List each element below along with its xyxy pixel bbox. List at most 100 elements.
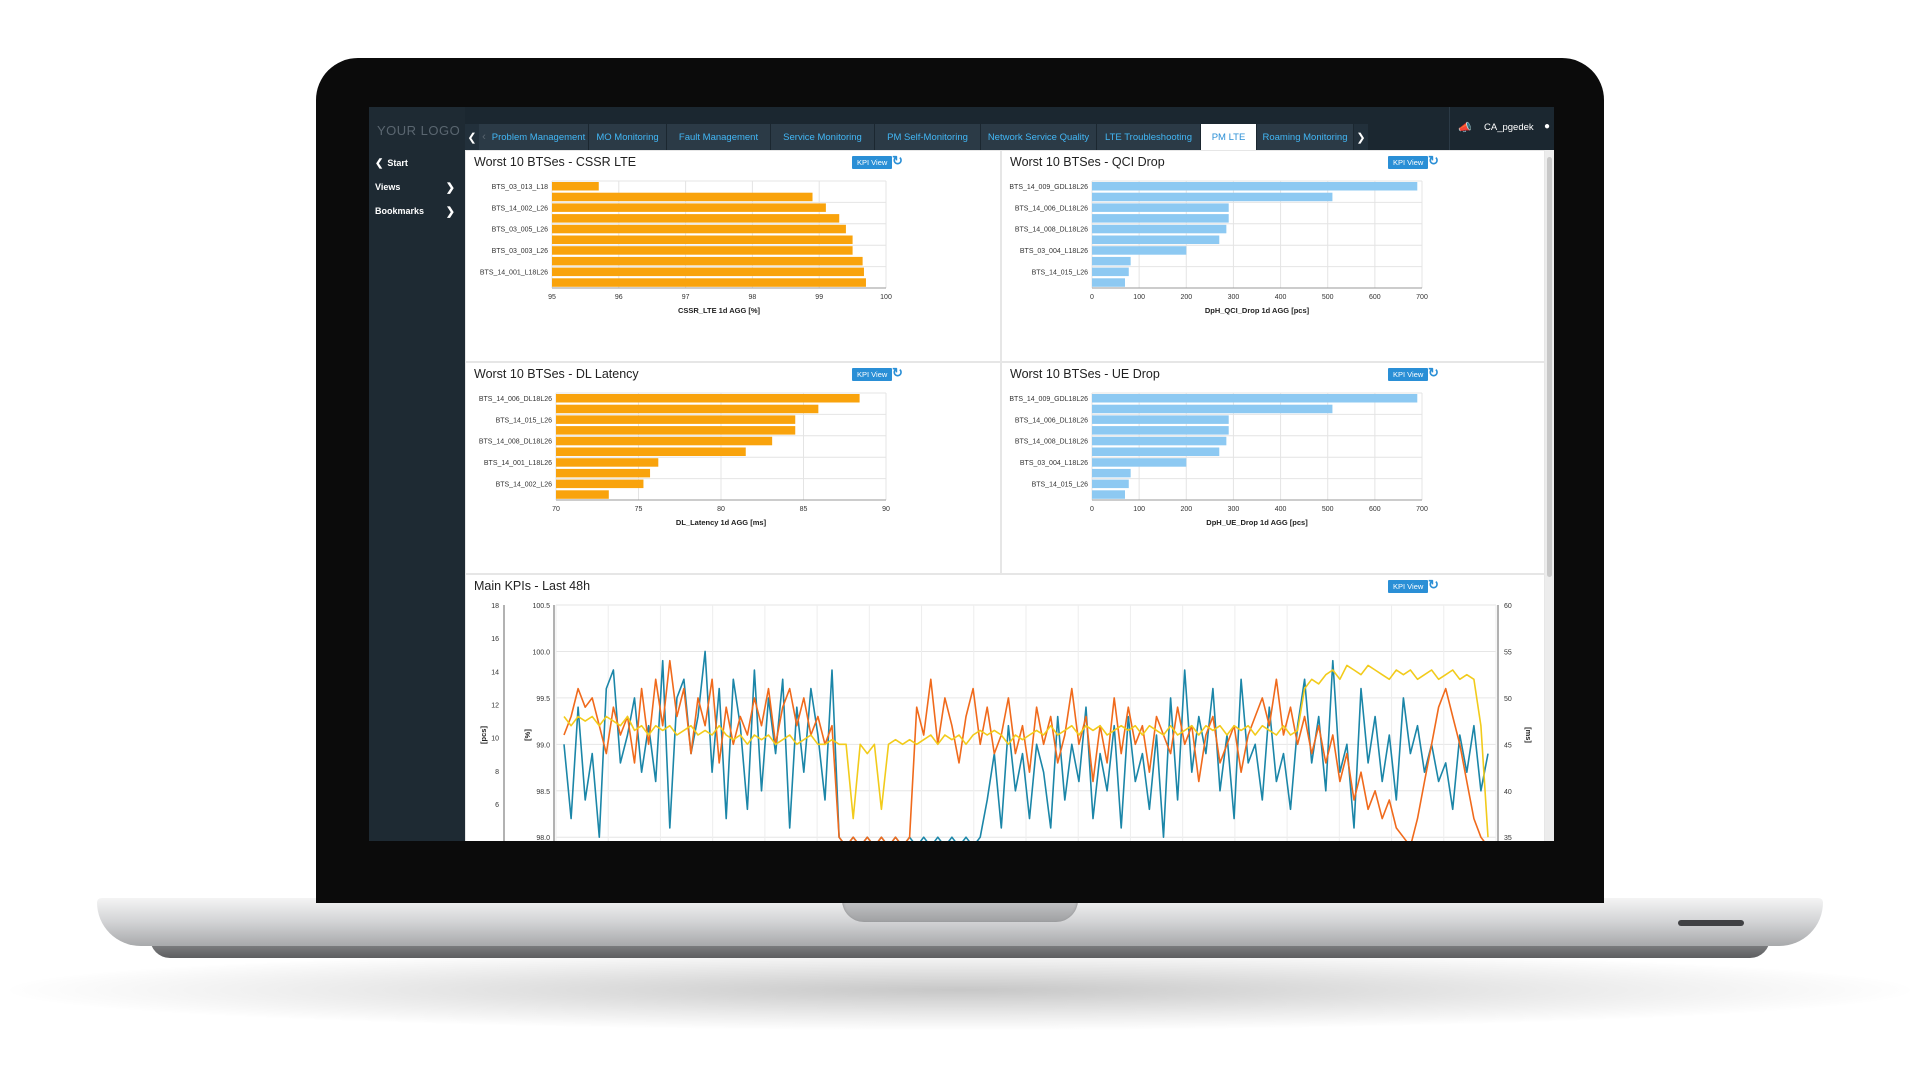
- category-label: BTS_14_008_DL18L26: [479, 439, 552, 446]
- bar: [1092, 404, 1333, 414]
- tick-label: 0: [1090, 294, 1094, 301]
- refresh-icon[interactable]: ↻: [1428, 365, 1439, 380]
- sidebar-item-start[interactable]: ❮ Start: [375, 158, 459, 169]
- category-label: BTS_03_013_L18: [492, 184, 549, 191]
- bar: [1092, 415, 1229, 424]
- bar: [1092, 479, 1129, 489]
- category-label: BTS_14_009_GDL18L26: [1009, 396, 1088, 403]
- main-kpis-line-chart: 6 8 10 12 14 16 18 98.0 98.5 99.0 99.5 100.0 100.5 35…: [479, 603, 1533, 841]
- bar: [552, 214, 840, 223]
- sidebar-item-views[interactable]: Views ❯: [375, 182, 459, 194]
- panel-title: Worst 10 BTSes - DL Latency: [474, 367, 639, 381]
- bar: [1092, 182, 1418, 191]
- bar: [1092, 256, 1131, 266]
- tick-label: 600: [1369, 506, 1381, 513]
- tab-problem-management[interactable]: Problem Management: [489, 124, 589, 150]
- kpi-view-button[interactable]: KPI View: [852, 368, 893, 381]
- ue-bar-chart: BTS_14_009_GDL18L26 BTS_14_006_DL18L26 BTS…: [1009, 392, 1428, 527]
- sidebar-item-label: Start: [387, 158, 408, 168]
- refresh-icon[interactable]: ↻: [1428, 577, 1439, 592]
- category-label: BTS_14_015_L26: [496, 417, 553, 424]
- tick-label: 400: [1275, 506, 1287, 513]
- tick-label: 500: [1322, 506, 1334, 513]
- category-label: BTS_03_004_L18L26: [1020, 460, 1088, 467]
- x-axis-label: DpH_UE_Drop 1d AGG [pcs]: [1206, 518, 1308, 527]
- tab-service-monitoring[interactable]: Service Monitoring: [771, 124, 875, 150]
- tab-scroll-right-icon[interactable]: ❯: [1354, 124, 1368, 150]
- refresh-icon[interactable]: ↻: [1428, 153, 1439, 168]
- panel-title: Main KPIs - Last 48h: [474, 579, 591, 593]
- dl-bar-chart: BTS_14_006_DL18L26 BTS_14_015_L26 BTS_14_0…: [479, 392, 890, 527]
- bar: [1092, 235, 1220, 244]
- scrollbar-thumb[interactable]: [1547, 157, 1552, 577]
- series-line-yellow: [563, 664, 1489, 838]
- tab-scroll-left-secondary-icon[interactable]: ‹: [479, 124, 489, 150]
- bar: [552, 182, 599, 191]
- tick-label: 50: [1504, 696, 1512, 703]
- category-label: BTS_14_009_GDL18L26: [1009, 184, 1088, 191]
- tick-label: 95: [548, 294, 556, 301]
- panel-qci: Worst 10 BTSes - QCI Drop KPI View ↻ BTS…: [1001, 150, 1545, 362]
- refresh-icon[interactable]: ↻: [892, 153, 903, 168]
- kpi-view-button[interactable]: KPI View: [1388, 368, 1429, 381]
- tick-label: 16: [491, 636, 499, 643]
- tick-label: 55: [1504, 649, 1512, 656]
- tick-label: 97: [682, 294, 690, 301]
- series-line-red_orange: [563, 659, 1485, 841]
- tick-label: 99: [815, 294, 823, 301]
- user-icon[interactable]: ●: [1544, 121, 1551, 132]
- tick-label: 99.0: [536, 742, 550, 749]
- tick-label: 400: [1275, 294, 1287, 301]
- bar: [1092, 278, 1125, 287]
- tick-label: 60: [1504, 603, 1512, 610]
- kpi-view-button[interactable]: KPI View: [1388, 156, 1429, 169]
- tab-scroll-left-icon[interactable]: ❮: [465, 124, 479, 150]
- user-name[interactable]: CA_pgedek: [1484, 122, 1534, 133]
- tab-pm-lte[interactable]: PM LTE: [1201, 124, 1257, 150]
- tab-fault-management[interactable]: Fault Management: [667, 124, 771, 150]
- bar: [1092, 246, 1187, 255]
- category-label: BTS_03_004_L18L26: [1020, 248, 1088, 255]
- laptop-grille: [1678, 920, 1744, 926]
- category-label: BTS_14_006_DL18L26: [1015, 417, 1088, 424]
- bar: [556, 468, 651, 478]
- panel-cssr: Worst 10 BTSes - CSSR LTE KPI View ↻ BTS…: [465, 150, 1001, 362]
- laptop-shadow: [10, 950, 1910, 1030]
- top-nav-bar: ❮ ‹ Problem Management MO Monitoring Fau…: [465, 107, 1554, 150]
- tick-label: 45: [1504, 742, 1512, 749]
- chevron-left-icon: ❮: [375, 158, 384, 169]
- tick-label: 600: [1369, 294, 1381, 301]
- y-axis-label-ms: [ms]: [1524, 727, 1533, 743]
- x-axis-label: DpH_QCI_Drop 1d AGG [pcs]: [1205, 306, 1310, 315]
- tab-mo-monitoring[interactable]: MO Monitoring: [589, 124, 667, 150]
- tab-network-service-quality[interactable]: Network Service Quality: [981, 124, 1097, 150]
- qci-bar-chart: BTS_14_009_GDL18L26 BTS_14_006_DL18L26 BTS…: [1009, 180, 1428, 315]
- tick-label: 500: [1322, 294, 1334, 301]
- tick-label: 98: [749, 294, 757, 301]
- bar: [1092, 426, 1229, 435]
- tick-label: 40: [1504, 789, 1512, 796]
- bar: [552, 256, 863, 266]
- tab-pm-self-monitoring[interactable]: PM Self-Monitoring: [875, 124, 981, 150]
- category-label: BTS_03_005_L26: [492, 227, 549, 234]
- sidebar-item-bookmarks[interactable]: Bookmarks ❯: [375, 206, 459, 218]
- tick-label: 90: [882, 506, 890, 513]
- panel-dl: Worst 10 BTSes - DL Latency KPI View ↻ B…: [465, 362, 1001, 574]
- tick-label: 14: [491, 669, 499, 676]
- category-label: BTS_14_006_DL18L26: [479, 396, 552, 403]
- refresh-icon[interactable]: ↻: [892, 365, 903, 380]
- tab-roaming-monitoring[interactable]: Roaming Monitoring: [1257, 124, 1354, 150]
- tick-label: 300: [1228, 294, 1240, 301]
- bar: [552, 224, 846, 234]
- tick-label: 200: [1180, 506, 1192, 513]
- kpi-view-button[interactable]: KPI View: [852, 156, 893, 169]
- kpi-view-button[interactable]: KPI View: [1388, 580, 1429, 593]
- tick-label: 75: [635, 506, 643, 513]
- tab-lte-troubleshooting[interactable]: LTE Troubleshooting: [1097, 124, 1201, 150]
- logo: YOUR LOGO: [377, 123, 461, 138]
- megaphone-icon[interactable]: 📣: [1458, 122, 1472, 134]
- bar: [552, 246, 853, 255]
- bar: [1092, 394, 1418, 403]
- tick-label: 100.0: [532, 649, 550, 656]
- panel-title: Worst 10 BTSes - UE Drop: [1010, 367, 1160, 381]
